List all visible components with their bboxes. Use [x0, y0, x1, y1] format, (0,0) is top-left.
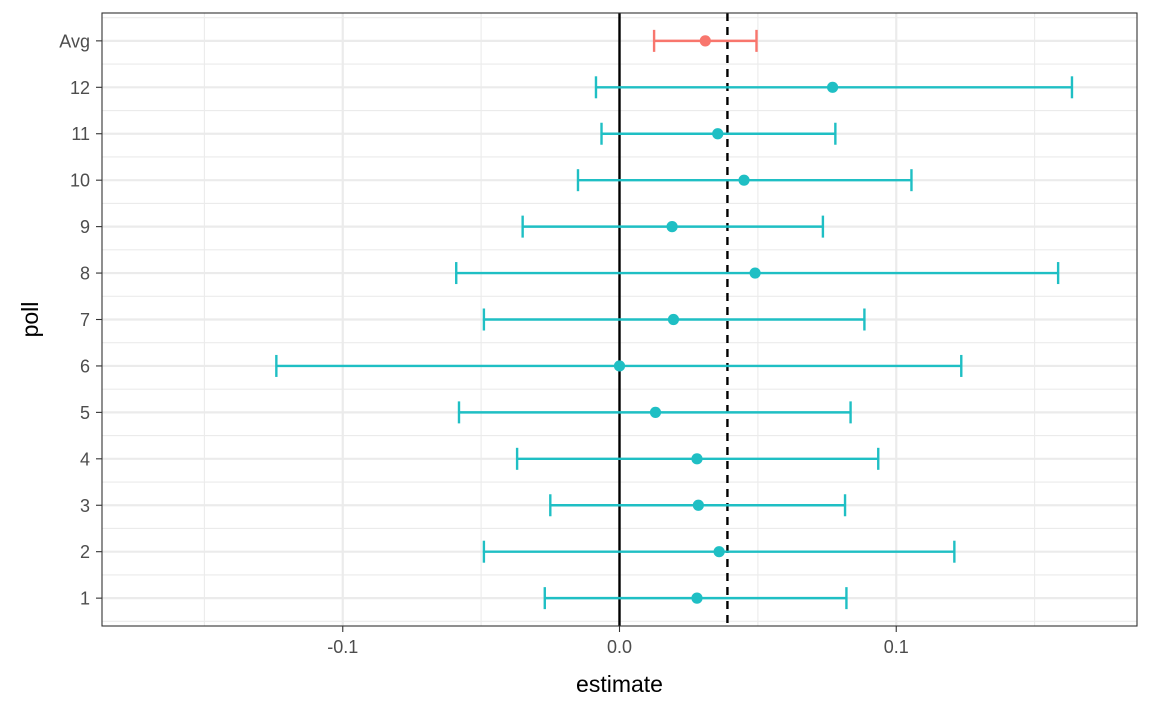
x-tick-label: 0.0 [607, 637, 632, 657]
point-11 [712, 128, 724, 140]
y-tick-label: Avg [59, 31, 90, 51]
y-tick-label: 3 [80, 496, 90, 516]
y-tick-label: 12 [70, 78, 90, 98]
y-tick-label: 7 [80, 310, 90, 330]
point-5 [649, 406, 662, 418]
point-1 [691, 592, 703, 604]
x-tick-label: 0.1 [884, 637, 909, 657]
y-tick-label: 11 [71, 124, 90, 144]
x-tick-label: -0.1 [327, 637, 358, 657]
y-tick-label: 1 [80, 589, 90, 609]
y-tick-label: 5 [80, 403, 90, 423]
estimate-points [613, 35, 839, 604]
y-tick-label: 6 [80, 356, 90, 376]
point-9 [666, 221, 678, 233]
y-tick-label: 4 [80, 449, 90, 469]
y-tick-label: 10 [70, 171, 90, 191]
point-Avg [699, 35, 711, 47]
point-2 [713, 546, 725, 558]
point-7 [667, 313, 680, 326]
y-tick-label: 2 [80, 542, 90, 562]
x-axis-title: estimate [576, 671, 663, 697]
point-8 [749, 267, 761, 279]
y-axis-title: poll [17, 302, 43, 338]
point-12 [826, 81, 839, 93]
point-4 [691, 453, 703, 465]
point-10 [738, 174, 750, 186]
y-tick-label: 9 [80, 217, 90, 237]
y-tick-label: 8 [80, 264, 90, 284]
point-3 [692, 499, 704, 511]
point-6 [613, 360, 626, 372]
